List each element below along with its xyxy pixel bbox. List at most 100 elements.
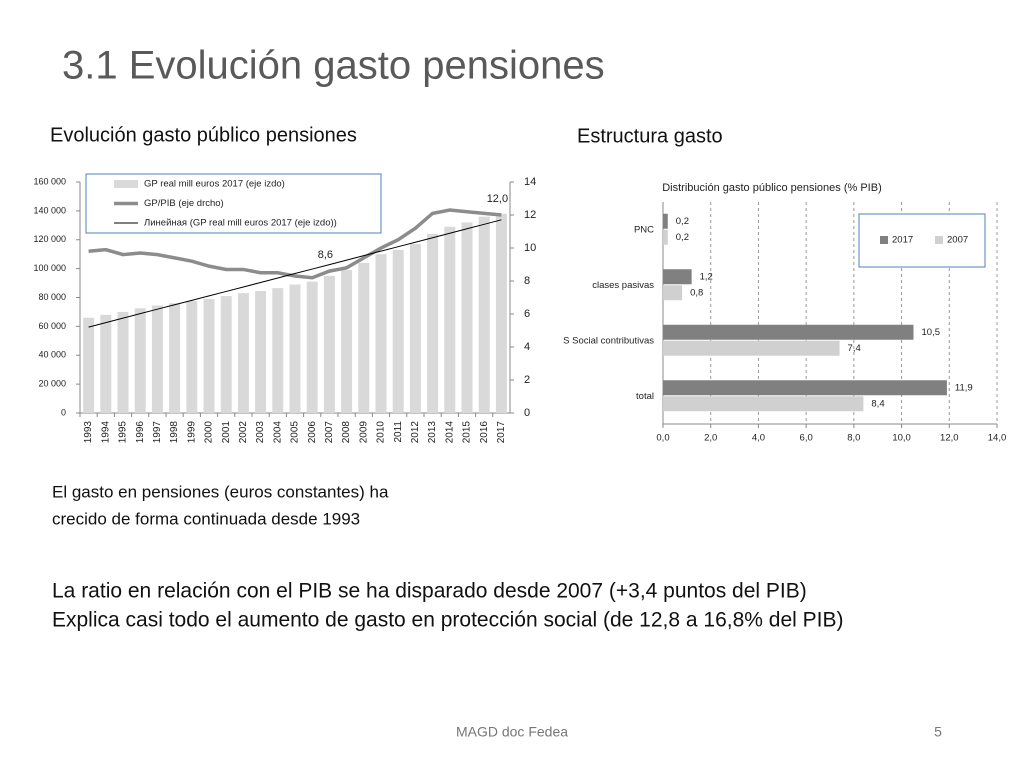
x-tick-label: 2010 (376, 421, 387, 444)
y-tick-label: 100 000 (33, 263, 66, 273)
bar (663, 340, 840, 356)
heading: Estructura gasto (577, 125, 723, 147)
bar (478, 216, 490, 413)
highlight: Explica casi todo el aumento de gasto en… (52, 609, 843, 632)
bar (272, 288, 284, 413)
bar (117, 311, 129, 413)
bar (255, 291, 267, 413)
y-tick-label: clases pasivas (592, 280, 654, 291)
bar (237, 293, 249, 413)
bar (341, 270, 353, 413)
legend-swatch (880, 236, 888, 244)
x-tick-label: 14,0 (988, 433, 1007, 444)
x-tick-label: 2009 (358, 421, 369, 444)
x-tick-label: 1996 (135, 421, 146, 444)
legend-swatch (935, 236, 943, 244)
y2-tick-label: 10 (524, 242, 536, 254)
bar (134, 308, 146, 413)
bar (203, 298, 215, 413)
data-label: 0,2 (676, 216, 689, 227)
data-label: 12,0 (487, 193, 508, 205)
y-tick-label: 60 000 (38, 321, 66, 331)
bar (663, 269, 692, 285)
data-label: 8,6 (318, 249, 333, 261)
line (88, 208, 502, 280)
legend-label: GP real mill euros 2017 (eje izdo) (144, 179, 285, 190)
legend-label: Линейная (GP real mill euros 2017 (eje i… (144, 218, 337, 229)
x-tick-label: 2014 (444, 421, 455, 444)
y-tick-label: 20 000 (38, 379, 66, 389)
data-label: 1,2 (700, 271, 713, 282)
x-tick-label: 2001 (221, 421, 232, 444)
x-tick-label: 2015 (462, 421, 473, 444)
legend-label: 2007 (947, 235, 968, 246)
bar (83, 317, 95, 413)
data-label: 8,4 (871, 398, 884, 409)
x-tick-label: 1998 (169, 421, 180, 444)
x-tick-label: 2002 (238, 421, 249, 444)
legend-label: 2017 (892, 235, 913, 246)
bar (100, 314, 112, 413)
bar (323, 275, 335, 413)
x-tick-label: 2,0 (704, 433, 717, 444)
y-tick-label: 80 000 (38, 292, 66, 302)
y2-tick-label: 0 (524, 407, 530, 419)
y2-tick-label: 2 (524, 374, 530, 386)
page-number: 5 (934, 724, 942, 740)
y-tick-label: PNC (634, 224, 654, 235)
note: El gasto en pensiones (euros constantes)… (52, 482, 389, 501)
y2-tick-label: 6 (524, 308, 530, 320)
x-tick-label: 2008 (341, 421, 352, 444)
x-tick-label: 2017 (496, 421, 507, 444)
x-tick-label: 12,0 (940, 433, 959, 444)
x-tick-label: 2013 (427, 421, 438, 444)
x-tick-label: 2011 (393, 421, 404, 443)
bar (409, 244, 421, 413)
bar (444, 226, 456, 413)
chart-title: Distribución gasto público pensiones (% … (662, 182, 882, 194)
x-tick-label: 2012 (410, 421, 421, 444)
bar (358, 262, 370, 413)
data-label: 11,9 (955, 382, 973, 393)
x-tick-label: 1994 (100, 421, 111, 444)
bar (427, 233, 439, 413)
legend-label: GP/PIB (eje drcho) (144, 198, 224, 209)
x-tick-label: 2004 (272, 421, 283, 444)
y2-tick-label: 4 (524, 341, 530, 353)
x-tick-label: 2007 (324, 421, 335, 444)
x-tick-label: 2005 (290, 421, 301, 444)
data-label: 7,4 (848, 343, 861, 354)
x-tick-label: 1993 (83, 421, 94, 444)
y-tick-label: 160 000 (33, 176, 66, 186)
footer: MAGD doc Fedea (456, 724, 568, 740)
x-tick-label: 0,0 (656, 433, 669, 444)
bar (663, 213, 668, 229)
bar (220, 296, 232, 413)
y-tick-label: 120 000 (33, 234, 66, 244)
bar (392, 249, 404, 413)
x-tick-label: 2016 (479, 421, 490, 444)
y2-tick-label: 8 (524, 275, 530, 287)
x-tick-label: 6,0 (800, 433, 813, 444)
bar (306, 281, 318, 413)
heading: Evolución gasto público pensiones (50, 124, 357, 146)
x-tick-label: 10,0 (892, 433, 911, 444)
data-label: 0,2 (676, 232, 689, 243)
bar (495, 213, 507, 413)
bar (186, 301, 198, 413)
x-tick-label: 1997 (152, 421, 163, 444)
bar (289, 284, 301, 413)
y2-tick-label: 14 (524, 176, 536, 188)
data-label: 10,5 (922, 327, 941, 338)
y-tick-label: 40 000 (38, 350, 66, 360)
line (88, 219, 502, 328)
bar (663, 285, 683, 301)
highlight: La ratio en relación con el PIB se ha di… (52, 580, 807, 603)
bar (663, 380, 947, 396)
x-tick-label: 8,0 (847, 433, 860, 444)
data-label: 0,8 (690, 287, 703, 298)
bar (461, 222, 473, 413)
y-tick-label: 140 000 (33, 205, 66, 215)
legend-swatch (114, 180, 138, 188)
x-tick-label: 1999 (186, 421, 197, 444)
